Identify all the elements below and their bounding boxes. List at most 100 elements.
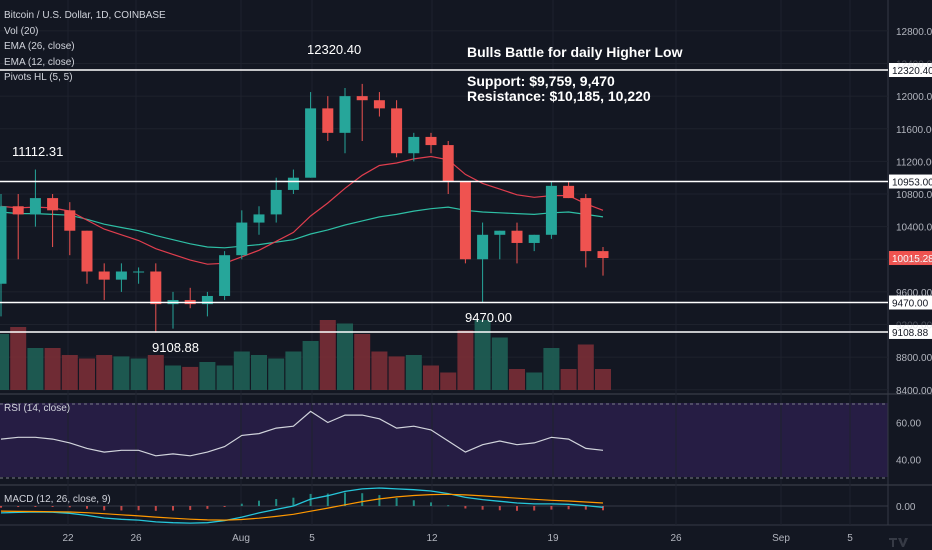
candle-body	[81, 230, 93, 272]
resistance-note: Resistance: $10,185, 10,220	[467, 88, 651, 104]
candle-body	[563, 185, 575, 199]
macd-tick-label: 0.00	[896, 502, 916, 513]
macd-histogram-bar	[412, 500, 415, 506]
macd-signal-line	[0, 493, 604, 521]
symbol-title[interactable]: Bitcoin / U.S. Dollar, 1D, COINBASE	[4, 10, 166, 21]
candle-body	[494, 230, 506, 235]
rsi-tick-label: 60.00	[896, 419, 921, 430]
macd-histogram-bar	[498, 506, 501, 511]
macd-histogram-bar	[481, 506, 484, 510]
price-tick-label: 10400.00	[896, 223, 932, 234]
candle-body	[322, 108, 334, 133]
macd-histogram-bar	[137, 506, 140, 511]
macd-histogram-bar	[464, 506, 467, 509]
candle-body	[133, 271, 145, 273]
pivot-low-label-2: 9470.00	[465, 310, 512, 325]
ema26-line	[0, 206, 604, 249]
volume-bar	[113, 356, 130, 390]
volume-bar	[337, 323, 353, 390]
macd-histogram-bar	[378, 495, 381, 506]
price-tick-label: 12400.00	[896, 60, 932, 71]
macd-histogram-bar	[447, 505, 450, 507]
candle-body	[580, 198, 592, 252]
macd-histogram-bar	[533, 506, 536, 511]
candle-body	[356, 96, 368, 101]
price-tick-label: 10000.00	[896, 255, 932, 266]
rsi-pane-label[interactable]: RSI (14, close)	[4, 403, 71, 414]
macd-histogram-bar	[206, 506, 209, 509]
macd-histogram-bar	[189, 506, 192, 510]
price-tag	[889, 174, 932, 189]
volume-bar	[216, 365, 233, 390]
macd-histogram-bar	[172, 506, 174, 511]
macd-histogram-bar	[309, 493, 312, 506]
candle-body	[236, 222, 248, 256]
price-tick-label: 12000.00	[896, 92, 932, 103]
volume-bar	[285, 351, 302, 390]
pivot-high-label-1: 12320.40	[307, 42, 362, 57]
time-tick-label: 26	[130, 533, 142, 544]
volume-bar	[130, 358, 147, 390]
candle-body	[459, 181, 471, 260]
price-tag-label: 9108.88	[892, 328, 929, 339]
macd-histogram-bar	[275, 499, 278, 506]
indicator-pivots[interactable]: Pivots HL (5, 5)	[4, 72, 73, 84]
macd-histogram-bar	[361, 493, 364, 506]
volume-bar	[79, 358, 95, 390]
price-tick-label: 11600.00	[896, 125, 932, 136]
macd-histogram-bar	[154, 506, 157, 511]
volume-bar	[268, 358, 285, 390]
volume-bar	[457, 330, 474, 390]
price-tag-label: 12320.40	[892, 66, 932, 77]
indicator-ema12[interactable]: EMA (12, close)	[4, 56, 75, 68]
macd-histogram-bar	[34, 506, 37, 507]
macd-histogram-bar	[292, 497, 295, 506]
macd-pane-label[interactable]: MACD (12, 26, close, 9)	[4, 494, 111, 505]
tradingview-logo-icon[interactable]	[888, 536, 912, 548]
candle-body	[219, 255, 231, 296]
candle-body	[408, 136, 420, 154]
macd-line	[0, 487, 604, 524]
volume-bar	[96, 355, 113, 390]
volume-bar	[440, 372, 457, 390]
price-tick-label: 9600.00	[896, 288, 932, 299]
candle-body	[442, 145, 454, 182]
volume-bar	[423, 365, 439, 390]
candle-body	[339, 96, 351, 133]
indicator-vol[interactable]: Vol (20)	[4, 25, 39, 37]
price-tag	[889, 324, 932, 339]
candle-body	[511, 230, 523, 243]
rsi-band	[0, 403, 888, 477]
indicator-ema26[interactable]: EMA (26, close)	[4, 41, 75, 53]
macd-histogram-bar	[68, 506, 71, 508]
price-tick-label: 10800.00	[896, 190, 932, 201]
candle-body	[545, 185, 557, 235]
volume-bar	[319, 320, 336, 390]
volume-bar	[509, 369, 525, 390]
candle-body	[528, 234, 540, 243]
candle-body	[0, 206, 7, 284]
volume-bar	[405, 355, 422, 390]
volume-bar	[10, 327, 27, 390]
price-tag-label: 9470.00	[892, 299, 929, 310]
time-tick-label: 5	[847, 533, 853, 544]
volume-bar	[560, 369, 577, 390]
time-tick-label: Sep	[772, 533, 790, 544]
pivot-high-label-2: 11112.31	[12, 144, 64, 159]
macd-histogram-bar	[567, 506, 570, 510]
candle-body	[253, 214, 265, 223]
volume-bar	[595, 369, 611, 390]
price-tick-label: 8800.00	[896, 353, 932, 364]
macd-histogram-bar	[430, 502, 432, 506]
candle-body	[477, 234, 489, 260]
macd-histogram-bar	[51, 506, 54, 507]
rsi-tick-label: 40.00	[896, 456, 921, 467]
volume-bar	[0, 334, 9, 390]
volume-bar	[251, 355, 267, 390]
time-tick-label: 5	[309, 533, 315, 544]
volume-bar	[165, 365, 181, 390]
volume-bar	[526, 372, 543, 390]
candle-body	[115, 271, 127, 280]
volume-bar	[199, 362, 216, 390]
